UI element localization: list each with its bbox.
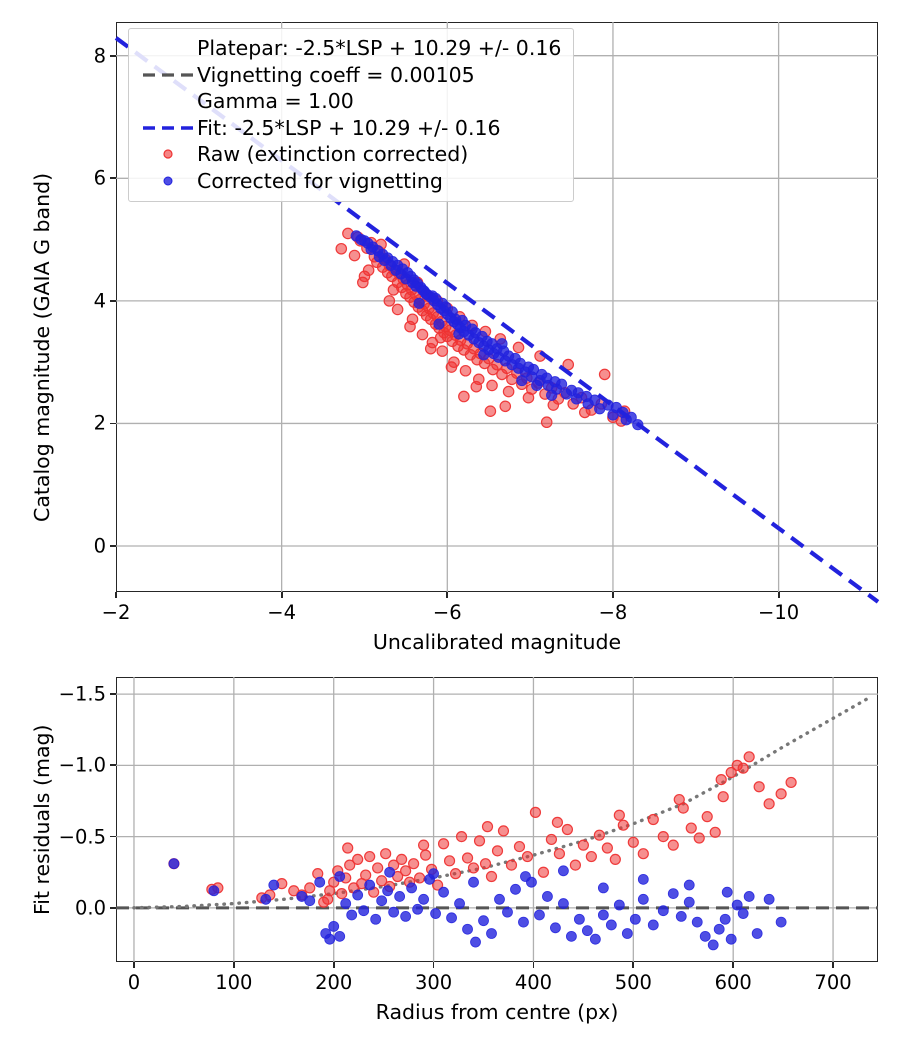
bottom-x-tick-mark — [632, 962, 635, 968]
bottom-x-tick-mark — [232, 962, 235, 968]
bottom-x-tick-label: 100 — [215, 971, 253, 994]
bottom-x-tick-label: 500 — [614, 971, 652, 994]
top-y-tick-mark — [110, 299, 116, 302]
bottom-plot-canvas — [116, 677, 878, 962]
top-x-tick-label: −6 — [432, 601, 462, 624]
top-x-axis-title: Uncalibrated magnitude — [372, 630, 622, 654]
empty-legend-handle — [139, 91, 197, 111]
bottom-x-axis-title: Radius from centre (px) — [375, 1000, 619, 1024]
top-y-tick-mark — [110, 54, 116, 57]
bottom-x-tick-mark — [332, 962, 335, 968]
bottom-x-tick-label: 400 — [514, 971, 553, 994]
top-y-tick-mark — [110, 422, 116, 425]
legend-entry-label: Vignetting coeff = 0.00105 — [197, 62, 475, 87]
legend-entry-label: Fit: -2.5*LSP + 10.29 +/- 0.16 — [197, 115, 501, 140]
bottom-x-tick-label: 700 — [814, 971, 852, 994]
dashed-gray-line-icon — [139, 65, 197, 85]
empty-legend-handle — [139, 38, 197, 58]
fit-residuals-plot — [116, 677, 878, 962]
top-y-tick-mark — [110, 177, 116, 180]
bottom-x-tick-mark — [832, 962, 834, 968]
bottom-y-tick-label: −0.5 — [58, 824, 106, 848]
legend-entry-label: Corrected for vignetting — [197, 168, 443, 193]
top-x-tick-mark — [612, 592, 614, 598]
legend-entry-label: Gamma = 1.00 — [197, 89, 354, 113]
bottom-y-tick-label: 0.0 — [74, 896, 106, 920]
legend-entry-label: Raw (extinction corrected) — [197, 142, 469, 166]
bottom-x-tick-label: 300 — [414, 971, 453, 994]
top-y-tick-label: 8 — [93, 43, 106, 67]
legend-entry: Corrected for vignetting — [139, 168, 563, 195]
bottom-y-tick-mark — [110, 764, 116, 767]
bottom-x-tick-label: 200 — [315, 971, 353, 994]
top-y-tick-label: 6 — [93, 166, 106, 190]
legend-entry: Fit: -2.5*LSP + 10.29 +/- 0.16 — [139, 115, 563, 142]
top-x-tick-mark — [446, 592, 449, 598]
top-x-tick-mark — [115, 592, 117, 598]
legend-entry: Vignetting coeff = 0.00105 — [139, 62, 563, 89]
bottom-y-tick-mark — [110, 906, 116, 909]
top-y-tick-label: 4 — [93, 289, 106, 313]
top-x-tick-mark — [777, 592, 780, 598]
bottom-x-tick-mark — [432, 962, 435, 968]
top-x-tick-label: −8 — [598, 601, 628, 624]
top-x-tick-label: −2 — [101, 601, 131, 624]
bottom-x-tick-mark — [732, 962, 735, 968]
bottom-y-tick-mark — [110, 835, 116, 838]
blue-dot-marker-icon — [139, 171, 197, 191]
top-x-tick-mark — [280, 592, 283, 598]
legend-entry: Raw (extinction corrected) — [139, 141, 563, 168]
legend-entry: Gamma = 1.00 — [139, 88, 563, 115]
top-y-axis-title: Catalog magnitude (GAIA G band) — [30, 172, 54, 522]
top-x-tick-label: −10 — [758, 601, 800, 624]
legend-entry-label: Platepar: -2.5*LSP + 10.29 +/- 0.16 — [197, 36, 562, 60]
bottom-y-tick-mark — [110, 693, 116, 695]
bottom-y-axis-title: Fit residuals (mag) — [30, 724, 54, 915]
bottom-axes-frame — [116, 677, 878, 962]
legend-entry: Platepar: -2.5*LSP + 10.29 +/- 0.16 — [139, 35, 563, 62]
bottom-x-tick-label: 0 — [127, 971, 141, 994]
bottom-x-tick-mark — [133, 962, 135, 968]
bottom-x-tick-mark — [532, 962, 535, 968]
bottom-y-tick-label: −1.5 — [58, 682, 106, 706]
bottom-x-tick-label: 600 — [714, 971, 752, 994]
top-y-tick-mark — [110, 545, 116, 547]
top-y-tick-label: 2 — [93, 411, 106, 435]
top-x-tick-label: −4 — [267, 601, 297, 624]
legend-box: Platepar: -2.5*LSP + 10.29 +/- 0.16 Vigne… — [128, 28, 574, 202]
top-y-tick-label: 0 — [93, 534, 106, 558]
red-dot-marker-icon — [139, 144, 197, 164]
dashed-blue-line-icon — [139, 118, 197, 138]
bottom-y-tick-label: −1.0 — [58, 753, 106, 777]
